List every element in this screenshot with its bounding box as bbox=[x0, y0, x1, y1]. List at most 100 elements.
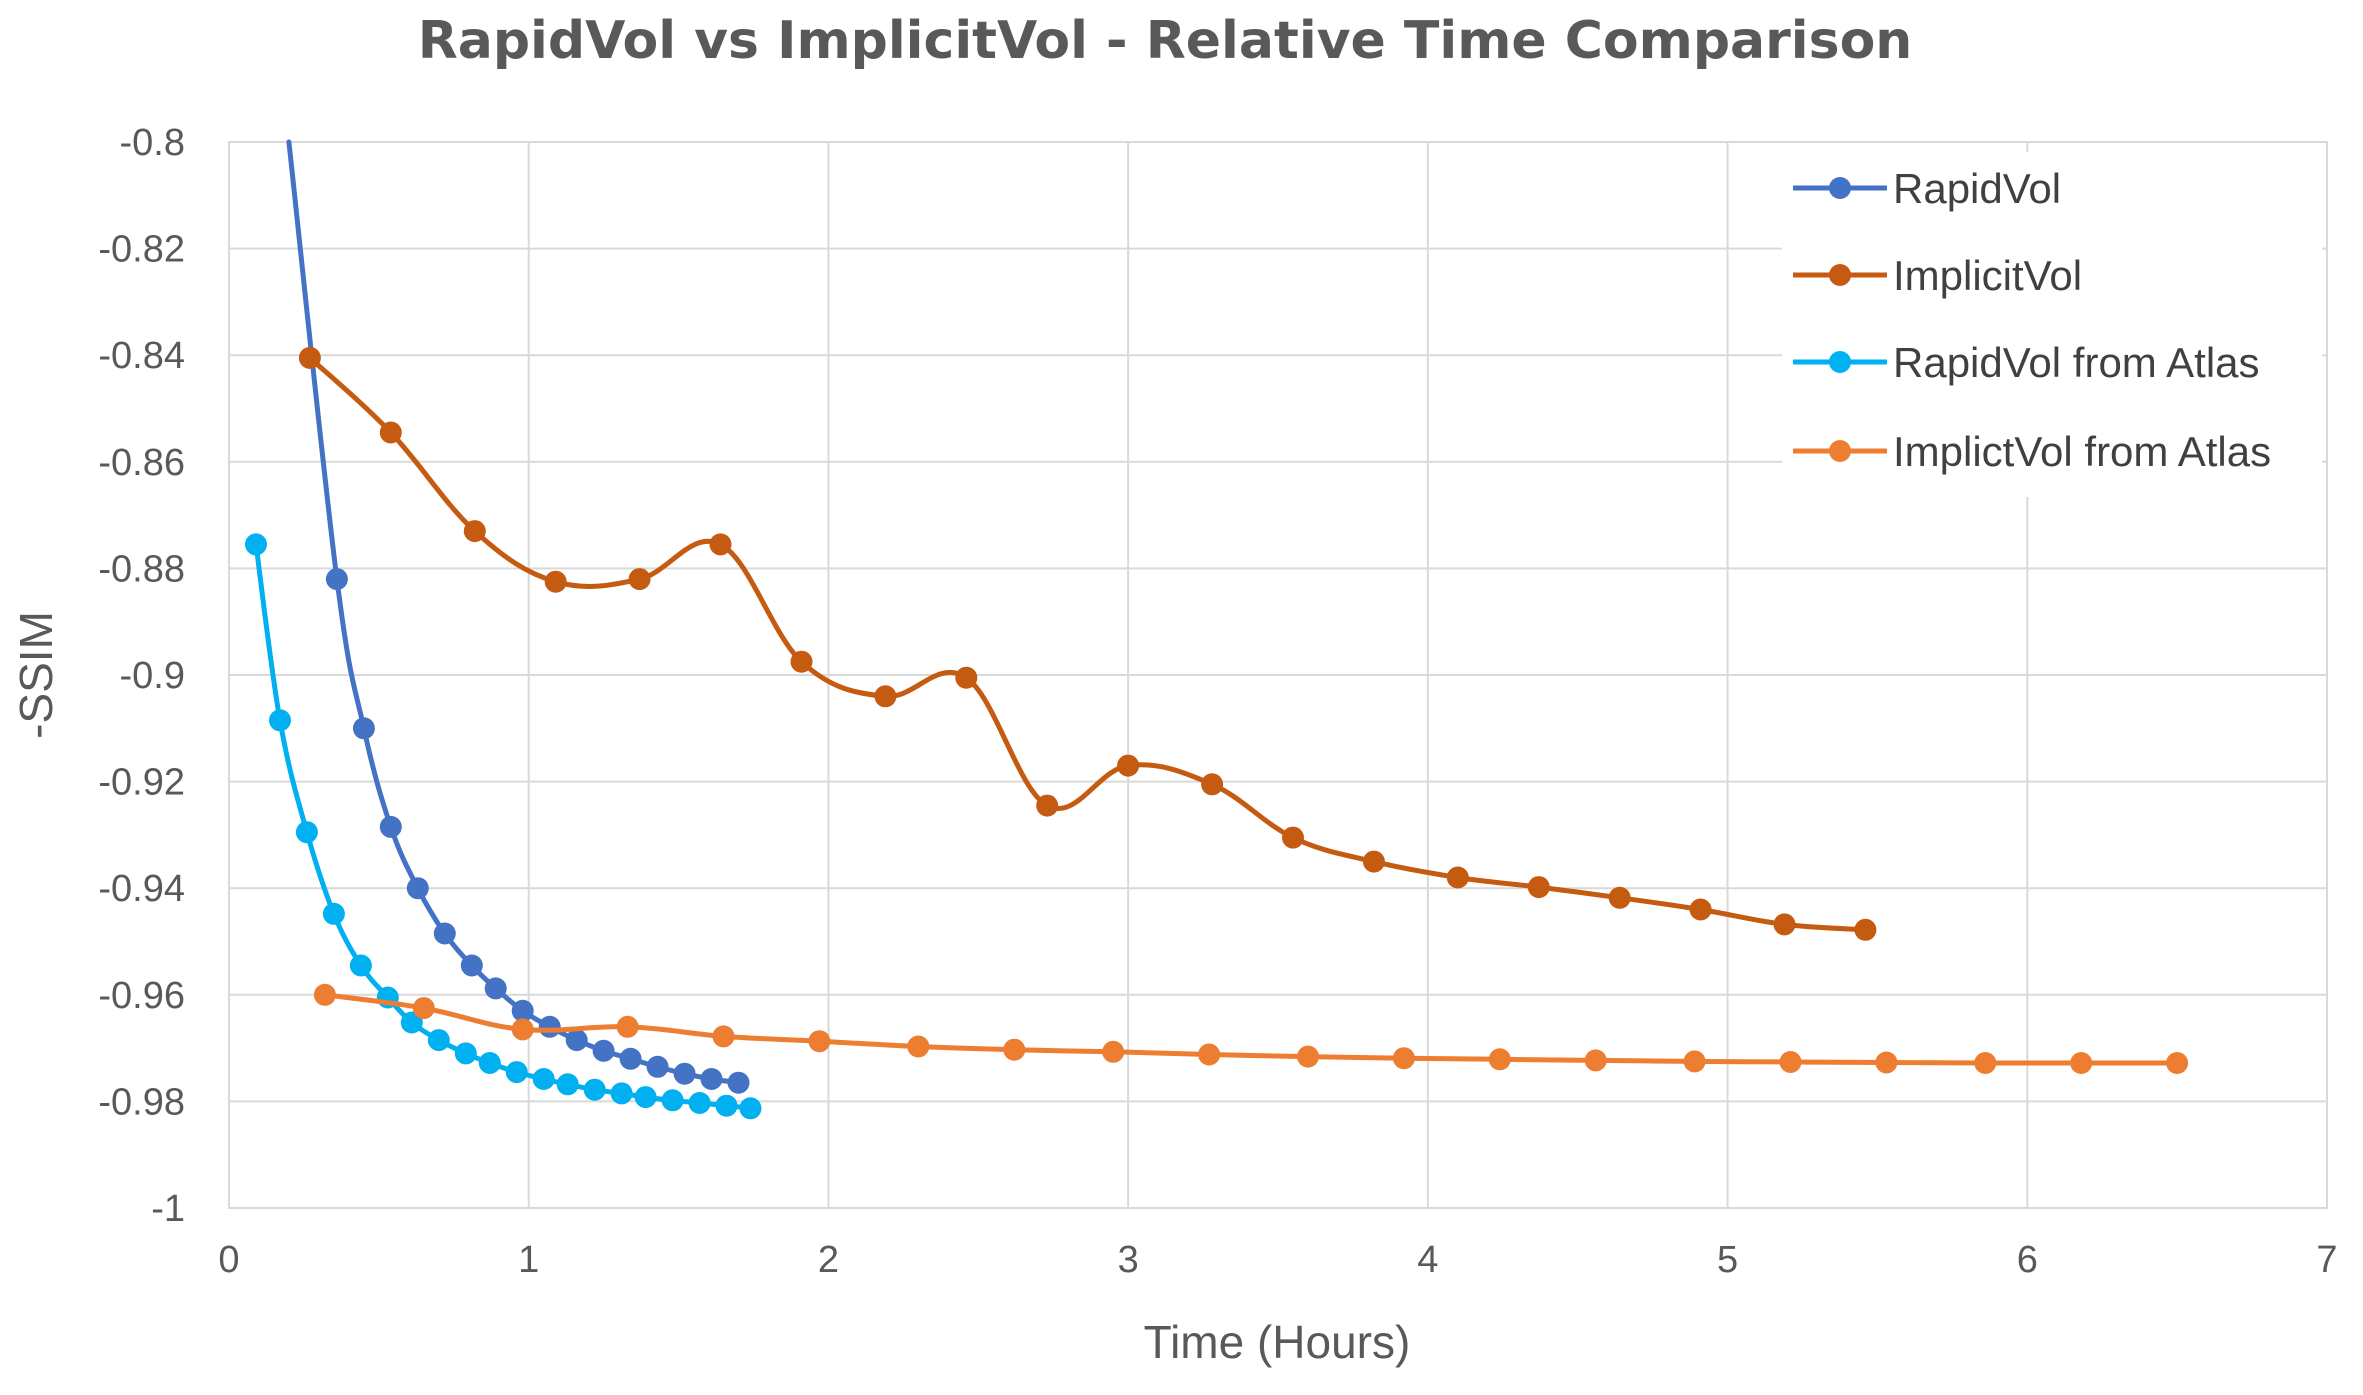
data-point bbox=[727, 1071, 750, 1094]
data-point bbox=[245, 533, 267, 556]
data-point bbox=[460, 954, 483, 977]
data-point bbox=[673, 1062, 696, 1085]
y-tick-label: -0.9 bbox=[120, 655, 185, 697]
data-point bbox=[352, 717, 375, 740]
data-point bbox=[538, 1015, 561, 1038]
x-tick-label: 6 bbox=[2017, 1239, 2038, 1281]
data-point bbox=[661, 1089, 684, 1112]
x-axis-title: Time (Hours) bbox=[1144, 1316, 1411, 1368]
data-point bbox=[790, 650, 813, 673]
data-point bbox=[1036, 794, 1059, 817]
y-tick-label: -0.82 bbox=[98, 229, 185, 271]
y-tick-label: -0.98 bbox=[98, 1081, 185, 1123]
legend-item: RapidVol from Atlas bbox=[1793, 339, 2260, 386]
legend-marker bbox=[1829, 177, 1851, 199]
series-line bbox=[253, 541, 753, 1111]
data-point bbox=[1117, 754, 1140, 777]
data-point bbox=[379, 815, 402, 838]
data-point bbox=[1683, 1050, 1706, 1073]
data-point bbox=[1689, 898, 1712, 921]
series-implictvol-from-atlas bbox=[313, 983, 2189, 1074]
legend-item: RapidVol bbox=[1793, 165, 2061, 212]
data-point bbox=[1362, 850, 1385, 873]
data-point bbox=[907, 1035, 930, 1058]
x-tick-label: 3 bbox=[1118, 1239, 1139, 1281]
legend-label: ImplictVol from Atlas bbox=[1893, 428, 2271, 475]
data-point bbox=[511, 999, 534, 1022]
data-point bbox=[715, 1094, 738, 1117]
data-point bbox=[1488, 1048, 1511, 1071]
legend-label: ImplicitVol bbox=[1893, 252, 2082, 299]
series-line bbox=[286, 139, 741, 1086]
data-point bbox=[1297, 1045, 1319, 1068]
data-point bbox=[349, 954, 372, 977]
y-tick-label: -0.96 bbox=[98, 975, 185, 1017]
data-point bbox=[406, 877, 429, 900]
data-point bbox=[1779, 1051, 1802, 1073]
legend-background bbox=[1782, 152, 2322, 497]
data-point bbox=[1773, 913, 1796, 936]
plot-frame bbox=[228, 141, 2328, 1209]
legend-marker bbox=[1829, 351, 1851, 373]
legend-marker bbox=[1829, 440, 1851, 462]
legend-item: ImplictVol from Atlas bbox=[1793, 428, 2271, 475]
data-point bbox=[634, 1086, 657, 1109]
data-point bbox=[1854, 918, 1877, 941]
data-point bbox=[646, 1055, 669, 1078]
y-tick-label: -0.86 bbox=[98, 442, 185, 484]
data-point bbox=[1102, 1040, 1125, 1063]
data-point bbox=[688, 1092, 711, 1114]
plot-area: -0.8 -0.82 -0.84 -0.86 -0.88 -0.9 -0.92 -0.94 -0… bbox=[98, 122, 2337, 1281]
data-point bbox=[1584, 1049, 1607, 1072]
y-tick-label: -0.88 bbox=[98, 548, 185, 590]
x-tick-label: 0 bbox=[218, 1239, 239, 1281]
data-point bbox=[463, 520, 486, 543]
data-point bbox=[556, 1073, 579, 1096]
data-point bbox=[1446, 866, 1469, 889]
x-tick-label: 1 bbox=[518, 1239, 539, 1281]
x-axis-ticks: 0 1 2 3 4 5 6 7 bbox=[218, 1239, 2337, 1281]
data-point bbox=[628, 568, 651, 591]
data-point bbox=[739, 1097, 762, 1120]
x-tick-label: 7 bbox=[2316, 1239, 2337, 1281]
data-point bbox=[379, 421, 402, 444]
data-point bbox=[712, 1025, 735, 1048]
x-tick-label: 5 bbox=[1717, 1239, 1738, 1281]
y-axis-ticks: -0.8 -0.82 -0.84 -0.86 -0.88 -0.9 -0.92 -0.94 -0… bbox=[98, 122, 185, 1230]
data-point bbox=[313, 983, 336, 1006]
data-point bbox=[616, 1015, 639, 1038]
data-point bbox=[412, 997, 435, 1020]
data-point bbox=[565, 1029, 588, 1052]
data-point bbox=[269, 709, 291, 732]
series-implicitvol bbox=[298, 346, 1877, 941]
legend-box bbox=[1782, 152, 2322, 497]
data-point bbox=[1974, 1052, 1997, 1074]
y-tick-label: -0.84 bbox=[98, 335, 185, 377]
data-point bbox=[295, 821, 318, 844]
data-point bbox=[325, 568, 348, 591]
chart-title: RapidVol vs ImplicitVol - Relative Time … bbox=[418, 11, 1913, 71]
data-point bbox=[454, 1042, 477, 1065]
legend-label: RapidVol from Atlas bbox=[1893, 339, 2260, 386]
series-line bbox=[307, 355, 1868, 933]
legend-marker bbox=[1829, 264, 1851, 286]
data-point bbox=[400, 1011, 423, 1034]
data-point bbox=[583, 1078, 606, 1101]
data-point bbox=[1282, 826, 1304, 849]
legend-item: ImplicitVol bbox=[1793, 252, 2082, 299]
data-point bbox=[511, 1018, 534, 1041]
y-tick-label: -0.94 bbox=[98, 868, 185, 910]
data-point bbox=[2166, 1052, 2189, 1074]
data-point bbox=[433, 922, 456, 945]
data-point bbox=[700, 1068, 723, 1090]
data-point bbox=[955, 666, 978, 689]
data-point bbox=[1003, 1038, 1026, 1061]
data-point bbox=[1875, 1051, 1898, 1074]
y-tick-label: -1 bbox=[151, 1188, 185, 1230]
legend-label: RapidVol bbox=[1893, 165, 2061, 212]
data-point bbox=[478, 1052, 501, 1074]
data-point bbox=[709, 533, 732, 556]
series-layer bbox=[245, 139, 2189, 1120]
data-point bbox=[619, 1047, 642, 1070]
